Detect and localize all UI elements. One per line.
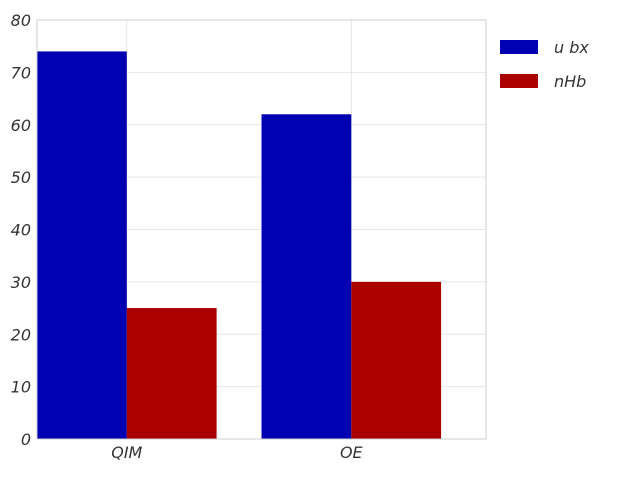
legend-swatch-series-1 bbox=[500, 40, 538, 54]
y-tick-label: 70 bbox=[11, 63, 31, 82]
bar-nHb-OE bbox=[351, 281, 442, 439]
x-tick-label: QIM bbox=[111, 443, 142, 462]
bar-u-bx-QIM bbox=[37, 51, 127, 440]
y-tick-label: 60 bbox=[11, 116, 31, 135]
x-tick-label: OE bbox=[340, 443, 364, 462]
legend-swatch-series-2 bbox=[500, 74, 538, 88]
y-tick-label: 20 bbox=[11, 325, 31, 344]
y-tick-label: 80 bbox=[11, 11, 31, 30]
y-tick-label: 0 bbox=[21, 430, 31, 449]
bar-u-bx-OE bbox=[261, 114, 352, 440]
bar-nHb-QIM bbox=[126, 308, 217, 439]
y-tick-label: 10 bbox=[11, 378, 31, 397]
legend: u bx nHb bbox=[500, 34, 589, 102]
legend-item-series-1: u bx bbox=[500, 34, 589, 60]
bars bbox=[37, 51, 442, 440]
y-tick-label: 40 bbox=[11, 221, 31, 240]
legend-item-series-2: nHb bbox=[500, 68, 589, 94]
y-tick-label: 30 bbox=[11, 273, 31, 292]
plot-frame bbox=[36, 19, 487, 440]
axes: 0 10 20 30 40 50 60 70 80 QIM OE bbox=[11, 11, 487, 462]
legend-label-series-2: nHb bbox=[554, 71, 587, 91]
legend-label-series-1: u bx bbox=[554, 37, 589, 57]
y-tick-label: 50 bbox=[11, 168, 31, 187]
